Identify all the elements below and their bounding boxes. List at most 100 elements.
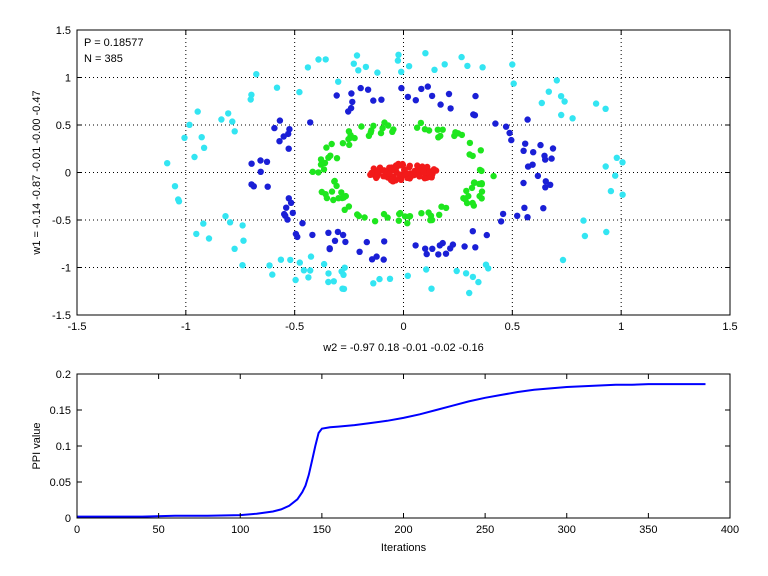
scatter-point bbox=[581, 232, 589, 240]
scatter-point bbox=[231, 245, 238, 252]
scatter-point bbox=[370, 97, 377, 104]
scatter-point bbox=[198, 134, 205, 141]
line-y-tick-label: 0.15 bbox=[50, 405, 71, 417]
scatter-point bbox=[418, 210, 425, 217]
scatter-point bbox=[392, 162, 400, 169]
scatter-point bbox=[471, 112, 479, 119]
scatter-point bbox=[371, 218, 379, 225]
scatter-point bbox=[547, 181, 554, 188]
scatter-point bbox=[419, 167, 427, 174]
scatter-point bbox=[328, 188, 336, 195]
scatter-point bbox=[619, 191, 626, 198]
scatter-point bbox=[164, 160, 171, 167]
scatter-point bbox=[470, 179, 478, 187]
scatter-point bbox=[603, 228, 610, 236]
scatter-point bbox=[356, 248, 363, 255]
scatter-point bbox=[390, 126, 397, 133]
line-x-tick-label: 50 bbox=[153, 524, 165, 536]
scatter-x-tick-label: 1 bbox=[618, 321, 624, 333]
scatter-point bbox=[553, 77, 560, 84]
scatter-x-tick-label: 0 bbox=[400, 321, 406, 333]
scatter-point bbox=[431, 66, 438, 74]
scatter-point bbox=[538, 99, 545, 107]
scatter-point bbox=[464, 62, 471, 70]
scatter-point bbox=[530, 149, 537, 156]
scatter-point bbox=[490, 172, 497, 180]
scatter-y-tick-label: -0.5 bbox=[52, 215, 71, 227]
scatter-point bbox=[335, 195, 342, 202]
scatter-point bbox=[426, 168, 433, 175]
scatter-point bbox=[205, 235, 213, 242]
line-x-axis-label: Iterations bbox=[381, 542, 427, 554]
scatter-point bbox=[358, 123, 365, 130]
line-y-tick-label: 0.1 bbox=[56, 441, 71, 453]
scatter-point bbox=[541, 152, 548, 159]
scatter-point bbox=[506, 129, 513, 137]
scatter-point bbox=[398, 68, 405, 76]
scatter-point bbox=[240, 237, 247, 244]
scatter-point bbox=[361, 214, 368, 221]
scatter-point bbox=[475, 278, 482, 286]
scatter-point bbox=[569, 115, 576, 122]
scatter-point bbox=[357, 84, 364, 92]
scatter-point bbox=[412, 242, 419, 249]
scatter-point bbox=[273, 84, 281, 91]
scatter-point bbox=[379, 125, 386, 132]
scatter-point bbox=[340, 194, 347, 201]
scatter-point bbox=[380, 256, 387, 263]
scatter-y-tick-label: 0.5 bbox=[56, 120, 71, 132]
scatter-point bbox=[479, 64, 486, 71]
scatter-point bbox=[520, 147, 527, 154]
scatter-point bbox=[408, 172, 415, 180]
scatter-point bbox=[421, 175, 428, 182]
scatter-point bbox=[276, 138, 283, 145]
scatter-point bbox=[429, 245, 436, 252]
scatter-point bbox=[292, 276, 299, 284]
scatter-point bbox=[315, 169, 322, 176]
scatter-point bbox=[266, 262, 273, 269]
scatter-point bbox=[398, 84, 405, 92]
scatter-point bbox=[331, 177, 338, 185]
scatter-point bbox=[200, 144, 208, 151]
scatter-point bbox=[222, 213, 229, 220]
scatter-point bbox=[613, 154, 620, 161]
scatter-point bbox=[296, 259, 303, 266]
scatter-point bbox=[418, 85, 425, 93]
scatter-point bbox=[226, 219, 234, 226]
scatter-point bbox=[510, 80, 517, 87]
scatter-point bbox=[325, 278, 332, 286]
scatter-point bbox=[397, 209, 404, 217]
scatter-point bbox=[453, 267, 460, 275]
scatter-point bbox=[323, 194, 331, 202]
scatter-point bbox=[540, 205, 547, 212]
scatter-x-tick-label: -0.5 bbox=[285, 321, 304, 333]
scatter-point bbox=[325, 229, 332, 236]
scatter-point bbox=[398, 172, 405, 180]
scatter-point bbox=[339, 140, 347, 147]
scatter-point bbox=[483, 231, 490, 239]
scatter-point bbox=[472, 244, 479, 251]
scatter-point bbox=[434, 126, 441, 133]
scatter-point bbox=[381, 238, 388, 245]
scatter-point bbox=[335, 78, 342, 85]
scatter-point bbox=[427, 173, 434, 181]
scatter-point bbox=[231, 128, 238, 135]
scatter-point bbox=[557, 93, 565, 100]
scatter-point bbox=[395, 51, 402, 58]
scatter-point bbox=[334, 228, 342, 236]
scatter-point bbox=[287, 256, 294, 264]
scatter-point bbox=[458, 53, 465, 61]
scatter-y-axis-label: w1 = -0.14 -0.87 -0.01 -0.00 -0.47 bbox=[31, 90, 43, 255]
line-series bbox=[77, 383, 706, 518]
scatter-point bbox=[338, 189, 345, 196]
scatter-point bbox=[466, 289, 473, 297]
scatter-point bbox=[607, 187, 615, 195]
scatter-point bbox=[353, 52, 361, 59]
scatter-point bbox=[333, 155, 341, 162]
line-x-tick-label: 100 bbox=[231, 524, 249, 536]
scatter-point bbox=[283, 204, 290, 211]
scatter-point bbox=[239, 222, 246, 229]
scatter-point bbox=[520, 179, 527, 187]
scatter-point bbox=[463, 187, 470, 195]
scatter-point bbox=[322, 56, 329, 63]
